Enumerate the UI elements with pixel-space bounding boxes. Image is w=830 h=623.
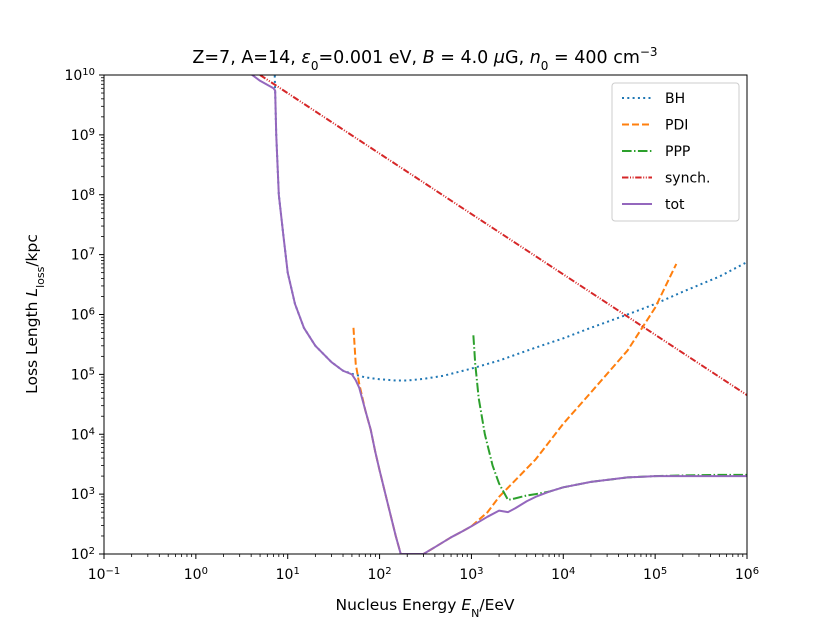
x-tick-label: 105 bbox=[643, 566, 667, 584]
x-axis-label: Nucleus Energy EN/EeV bbox=[336, 596, 515, 620]
y-tick-label: 106 bbox=[71, 306, 95, 324]
legend-label-pdi: PDI bbox=[665, 118, 688, 134]
series-layer bbox=[250, 75, 747, 554]
legend-box bbox=[611, 82, 740, 222]
y-tick-label: 108 bbox=[71, 186, 95, 204]
y-tick-label: 107 bbox=[71, 246, 95, 264]
y-tick-label: 102 bbox=[71, 546, 95, 564]
y-tick-label: 1010 bbox=[64, 67, 95, 85]
legend-label-tot: tot bbox=[665, 197, 685, 213]
x-tick-label: 10−1 bbox=[88, 566, 121, 584]
series-synch-line bbox=[259, 75, 747, 396]
x-tick-label: 103 bbox=[459, 566, 483, 584]
series-tot-line bbox=[250, 75, 747, 554]
series-pdi-line bbox=[352, 263, 678, 554]
x-tick-label: 106 bbox=[735, 566, 759, 584]
y-tick-label: 105 bbox=[71, 366, 95, 384]
x-axis-ticks: 10−1 100 101 102 103 104 105 106 bbox=[88, 554, 759, 583]
x-tick-label: 104 bbox=[551, 566, 575, 584]
y-axis-label: Loss Length Lloss/kpc bbox=[23, 234, 47, 394]
chart-title: Z=7, A=14, ε0=0.001 eV, B = 4.0 μG, n0 =… bbox=[192, 45, 657, 73]
legend-label-bh: BH bbox=[665, 91, 685, 107]
x-tick-label: 100 bbox=[184, 566, 208, 584]
x-tick-label: 102 bbox=[367, 566, 391, 584]
legend-label-synch: synch. bbox=[665, 171, 710, 187]
legend-label-ppp: PPP bbox=[665, 144, 690, 160]
legend: BH PDI PPP synch. tot bbox=[611, 82, 740, 222]
y-axis-ticks: 102 103 104 105 106 107 108 109 1010 bbox=[64, 67, 104, 564]
y-tick-label: 104 bbox=[71, 426, 95, 444]
y-tick-label: 109 bbox=[71, 126, 95, 144]
x-tick-label: 101 bbox=[276, 566, 300, 584]
y-tick-label: 103 bbox=[71, 486, 95, 504]
